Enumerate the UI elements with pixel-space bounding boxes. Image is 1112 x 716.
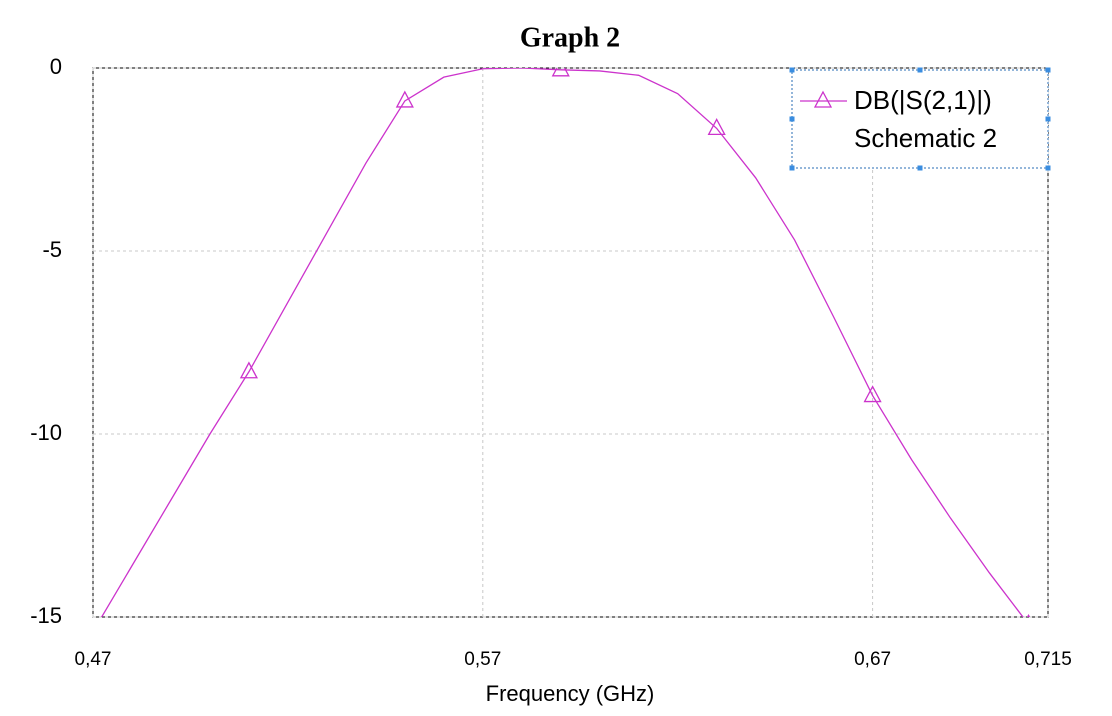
legend-source: Schematic 2 (854, 123, 997, 153)
y-tick-label: -10 (30, 420, 62, 445)
chart-title: Graph 2 (520, 22, 620, 53)
legend-handle (917, 165, 923, 171)
marker (707, 118, 726, 136)
legend-handle (1045, 67, 1051, 73)
marker (863, 385, 882, 403)
legend-label: DB(|S(2,1)|) (854, 85, 992, 115)
x-tick-label: 0,47 (75, 649, 112, 670)
legend-handle (917, 67, 923, 73)
y-tick-label: -15 (30, 603, 62, 628)
plot-area (100, 68, 1031, 617)
marker (395, 90, 414, 108)
series-line (100, 68, 1024, 617)
marker (551, 68, 570, 77)
x-tick-label: 0,715 (1024, 649, 1072, 670)
legend-handle (1045, 116, 1051, 122)
legend-handle (1045, 165, 1051, 171)
legend-handle (789, 116, 795, 122)
x-tick-label: 0,57 (464, 649, 501, 670)
plot-frame (92, 67, 1049, 618)
x-tick-label: 0,67 (854, 649, 891, 670)
y-tick-label: 0 (50, 54, 62, 79)
marker (239, 361, 259, 379)
x-axis-label: Frequency (GHz) (486, 681, 655, 706)
legend-marker (813, 90, 833, 108)
legend-handle (789, 67, 795, 73)
marker (1026, 613, 1031, 617)
y-tick-label: -5 (42, 237, 62, 262)
legend-handle (789, 165, 795, 171)
